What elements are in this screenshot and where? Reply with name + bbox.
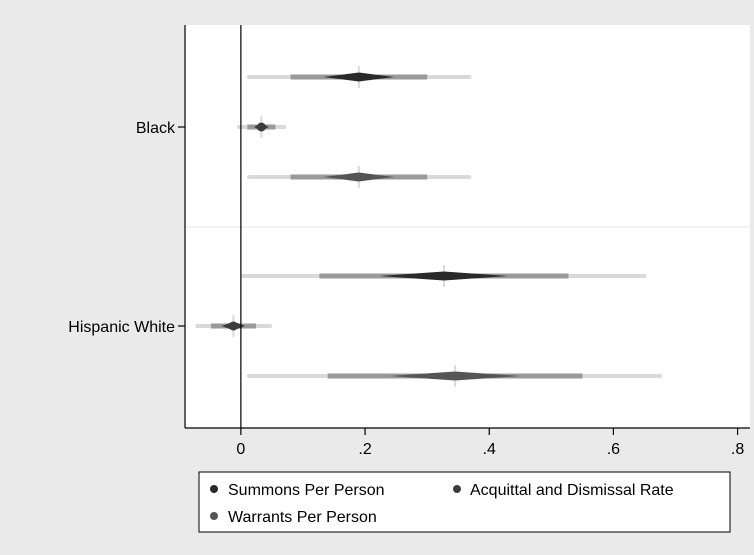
x-axis-ticks: 0 .2 .4 .6 .8 [236, 428, 744, 458]
point-estimate [439, 271, 449, 281]
y-tick-label: Hispanic White [68, 319, 175, 336]
legend-label-summons: Summons Per Person [228, 482, 385, 499]
legend-label-acquittal: Acquittal and Dismissal Rate [470, 482, 674, 499]
legend: Summons Per Person Acquittal and Dismiss… [198, 471, 731, 533]
point-estimate [354, 72, 364, 82]
y-tick-label: Black [136, 120, 176, 137]
point-estimate [256, 122, 266, 132]
x-tick-label: .8 [731, 441, 744, 458]
x-tick-label: .2 [358, 441, 371, 458]
legend-marker-acquittal [453, 485, 461, 493]
legend-label-warrants: Warrants Per Person [228, 509, 377, 526]
y-axis-ticks: Black Hispanic White [68, 120, 185, 336]
legend-marker-warrants [210, 512, 218, 520]
legend-box [198, 471, 731, 533]
point-estimate [354, 172, 364, 182]
point-estimate [450, 371, 460, 381]
point-estimate [228, 321, 238, 331]
x-tick-label: .4 [483, 441, 496, 458]
chart-marks [195, 66, 662, 387]
x-tick-label: .6 [607, 441, 620, 458]
x-tick-label: 0 [236, 441, 245, 458]
legend-marker-summons [210, 485, 218, 493]
